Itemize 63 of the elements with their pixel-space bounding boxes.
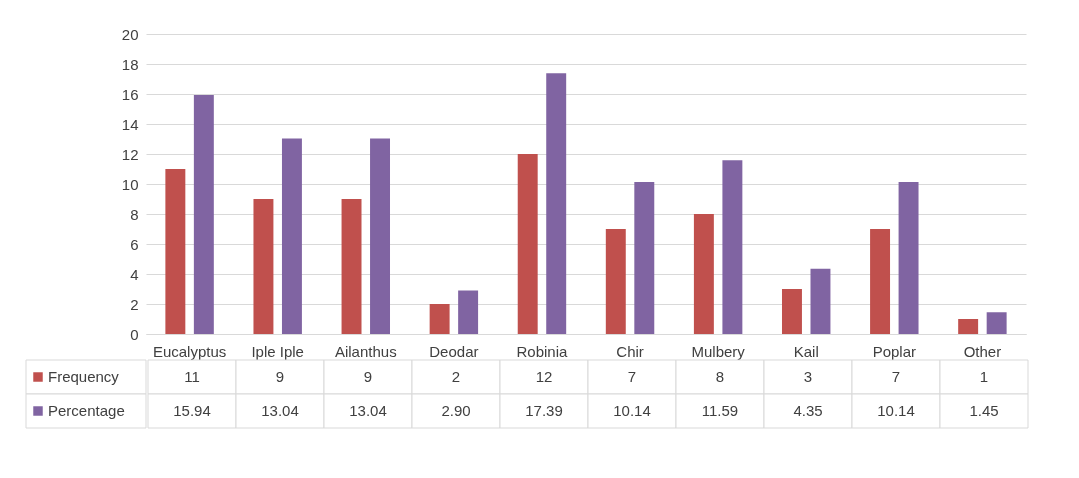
y-tick-label: 12 bbox=[121, 145, 139, 163]
y-tick-label: 16 bbox=[121, 85, 139, 103]
bar bbox=[722, 160, 743, 334]
bar bbox=[546, 73, 567, 334]
data-label: 15.94 bbox=[173, 402, 211, 419]
bar bbox=[429, 304, 450, 334]
data-label: 3 bbox=[803, 368, 813, 385]
y-tick-label: 14 bbox=[121, 115, 139, 133]
x-tick-label: Robinia bbox=[516, 342, 569, 360]
bar bbox=[634, 181, 655, 334]
y-tick-label: 4 bbox=[130, 265, 139, 283]
data-label: 9 bbox=[275, 368, 285, 385]
data-label: 17.39 bbox=[525, 402, 563, 419]
bar bbox=[782, 289, 802, 334]
bar bbox=[370, 138, 390, 334]
legend-label: Frequency bbox=[48, 368, 120, 385]
legend-label: Percentage bbox=[48, 402, 125, 419]
bar bbox=[958, 319, 979, 334]
data-label: 1 bbox=[979, 368, 989, 385]
data-label: 9 bbox=[363, 368, 373, 385]
y-tick-label: 2 bbox=[130, 295, 139, 313]
bar bbox=[898, 181, 919, 334]
bar bbox=[341, 199, 362, 334]
bar bbox=[458, 290, 479, 334]
data-label: 2 bbox=[451, 368, 461, 385]
bar bbox=[193, 94, 214, 334]
bar bbox=[281, 138, 302, 334]
data-label: 7 bbox=[627, 368, 637, 385]
x-tick-label: Eucalyptus bbox=[152, 342, 227, 360]
x-tick-label: Deodar bbox=[429, 342, 479, 360]
data-label: 10.14 bbox=[613, 402, 651, 419]
bar bbox=[870, 229, 891, 334]
x-tick-label: Kail bbox=[793, 342, 819, 360]
data-label: 2.90 bbox=[441, 402, 471, 419]
bar bbox=[517, 154, 538, 334]
bar bbox=[810, 268, 831, 334]
x-tick-label: Iple Iple bbox=[251, 342, 304, 360]
data-label: 13.04 bbox=[349, 402, 387, 419]
x-tick-label: Mulbery bbox=[691, 342, 746, 360]
y-tick-label: 20 bbox=[121, 25, 139, 43]
y-tick-label: 6 bbox=[130, 235, 139, 253]
data-label: 11 bbox=[184, 368, 200, 385]
bar bbox=[693, 214, 714, 334]
data-label: 4.35 bbox=[793, 402, 823, 419]
data-label: 12 bbox=[535, 368, 553, 385]
bar bbox=[253, 199, 274, 334]
data-label: 10.14 bbox=[877, 402, 915, 419]
bar bbox=[605, 229, 626, 334]
x-tick-label: Poplar bbox=[872, 342, 916, 360]
y-tick-label: 10 bbox=[121, 175, 139, 193]
y-tick-label: 18 bbox=[121, 55, 139, 73]
bar bbox=[986, 312, 1007, 334]
data-label: 8 bbox=[715, 368, 725, 385]
data-label: 13.04 bbox=[261, 402, 299, 419]
x-tick-label: Ailanthus bbox=[334, 342, 397, 360]
data-label: 11.59 bbox=[701, 402, 739, 419]
bar bbox=[165, 169, 186, 334]
x-tick-label: Chir bbox=[616, 342, 644, 360]
data-label: 1.45 bbox=[969, 402, 999, 419]
data-label: 7 bbox=[891, 368, 901, 385]
x-tick-label: Other bbox=[963, 342, 1002, 360]
y-tick-label: 0 bbox=[130, 325, 139, 343]
y-tick-label: 8 bbox=[130, 205, 139, 223]
